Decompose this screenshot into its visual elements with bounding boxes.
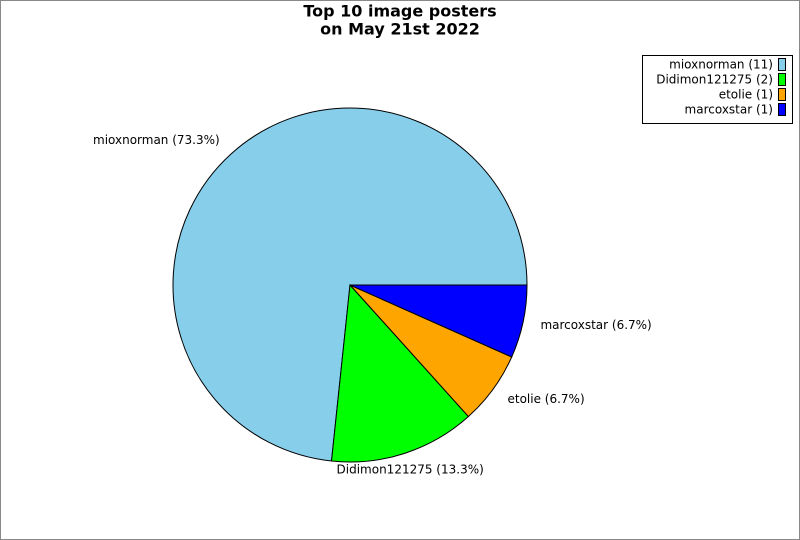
slice-label: mioxnorman (73.3%) <box>93 133 220 147</box>
chart-subtitle: on May 21st 2022 <box>320 20 480 39</box>
legend-swatch <box>778 88 786 101</box>
legend-swatch <box>778 58 786 71</box>
pie-slice <box>330 283 470 463</box>
legend-swatch <box>778 103 786 116</box>
legend-label: marcoxstar (1) <box>685 103 773 117</box>
slice-label: etolie (6.7%) <box>508 392 585 406</box>
legend-swatch <box>778 73 786 86</box>
slice-label: marcoxstar (6.7%) <box>540 318 651 332</box>
legend-label: mioxnorman (11) <box>669 58 773 72</box>
legend-label: etolie (1) <box>719 88 773 102</box>
slice-label: Didimon121275 (13.3%) <box>337 463 484 477</box>
chart-title: Top 10 image posters <box>303 2 496 21</box>
legend-box <box>642 55 793 124</box>
pie-slice <box>349 284 528 358</box>
legend-label: Didimon121275 (2) <box>656 73 773 87</box>
